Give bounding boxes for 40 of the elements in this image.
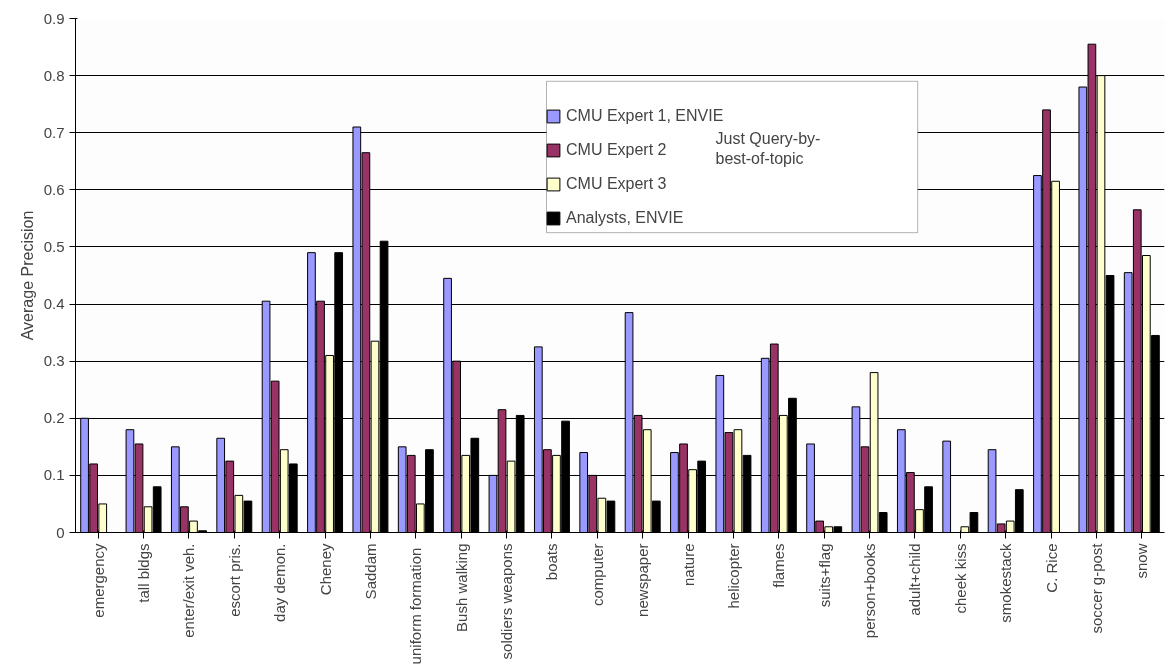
y-tick-label: 0.1 xyxy=(43,466,65,484)
legend-label: Analysts, ENVIE xyxy=(566,208,685,228)
annotation: Just Query-by- best-of-topic xyxy=(715,130,821,168)
x-tick-label: Saddam xyxy=(361,543,379,600)
y-tick-label: 0.7 xyxy=(43,123,65,141)
x-tick-label: Bush walking xyxy=(452,543,470,632)
x-tick-label: escort pris. xyxy=(225,543,243,617)
y-tick-label: 0.9 xyxy=(43,9,65,27)
y-axis-title: Average Precision xyxy=(18,210,36,341)
y-tick-label: 0 xyxy=(56,523,65,541)
x-tick-label: enter/exit veh. xyxy=(180,543,198,638)
legend-label: CMU Expert 3 xyxy=(566,174,668,194)
x-tick-label: tall bldgs xyxy=(135,543,153,603)
x-tick-label: flames xyxy=(770,543,788,588)
x-tick-label: newspaper xyxy=(634,543,652,617)
x-tick-label: cheek kiss xyxy=(951,543,969,614)
x-tick-label: nature xyxy=(679,543,697,587)
x-tick-label: day demon. xyxy=(271,543,289,622)
x-tick-label: emergency xyxy=(89,543,107,618)
y-tick-label: 0.2 xyxy=(43,409,65,427)
legend-label: CMU Expert 2 xyxy=(566,141,667,158)
x-tick-label: uniform formation xyxy=(407,547,425,665)
legend-label: CMU Expert 1, ENVIE xyxy=(566,106,725,126)
x-tick-label: helicopter xyxy=(724,543,742,609)
y-tick-label: 0.3 xyxy=(43,352,65,370)
x-tick-label: computer xyxy=(588,543,606,607)
x-tick-label: adult+child xyxy=(906,543,924,616)
x-tick-label: suits+flag xyxy=(815,543,833,608)
x-tick-label: C. Rice xyxy=(1042,543,1060,593)
x-tick-label: soccer g-post xyxy=(1087,542,1105,634)
y-tick-label: 0.8 xyxy=(43,66,65,84)
x-tick-label: boats xyxy=(543,543,561,581)
x-tick-label: Cheney xyxy=(316,543,334,596)
y-tick-label: 0.4 xyxy=(43,295,65,313)
y-tick-label: 0.6 xyxy=(43,180,65,198)
x-tick-label: soldiers weapons xyxy=(498,543,516,660)
x-tick-label: smokestack xyxy=(997,543,1015,623)
x-tick-label: snow xyxy=(1133,543,1151,579)
y-tick-label: 0.5 xyxy=(43,237,65,255)
x-tick-label: person+books xyxy=(861,543,879,639)
